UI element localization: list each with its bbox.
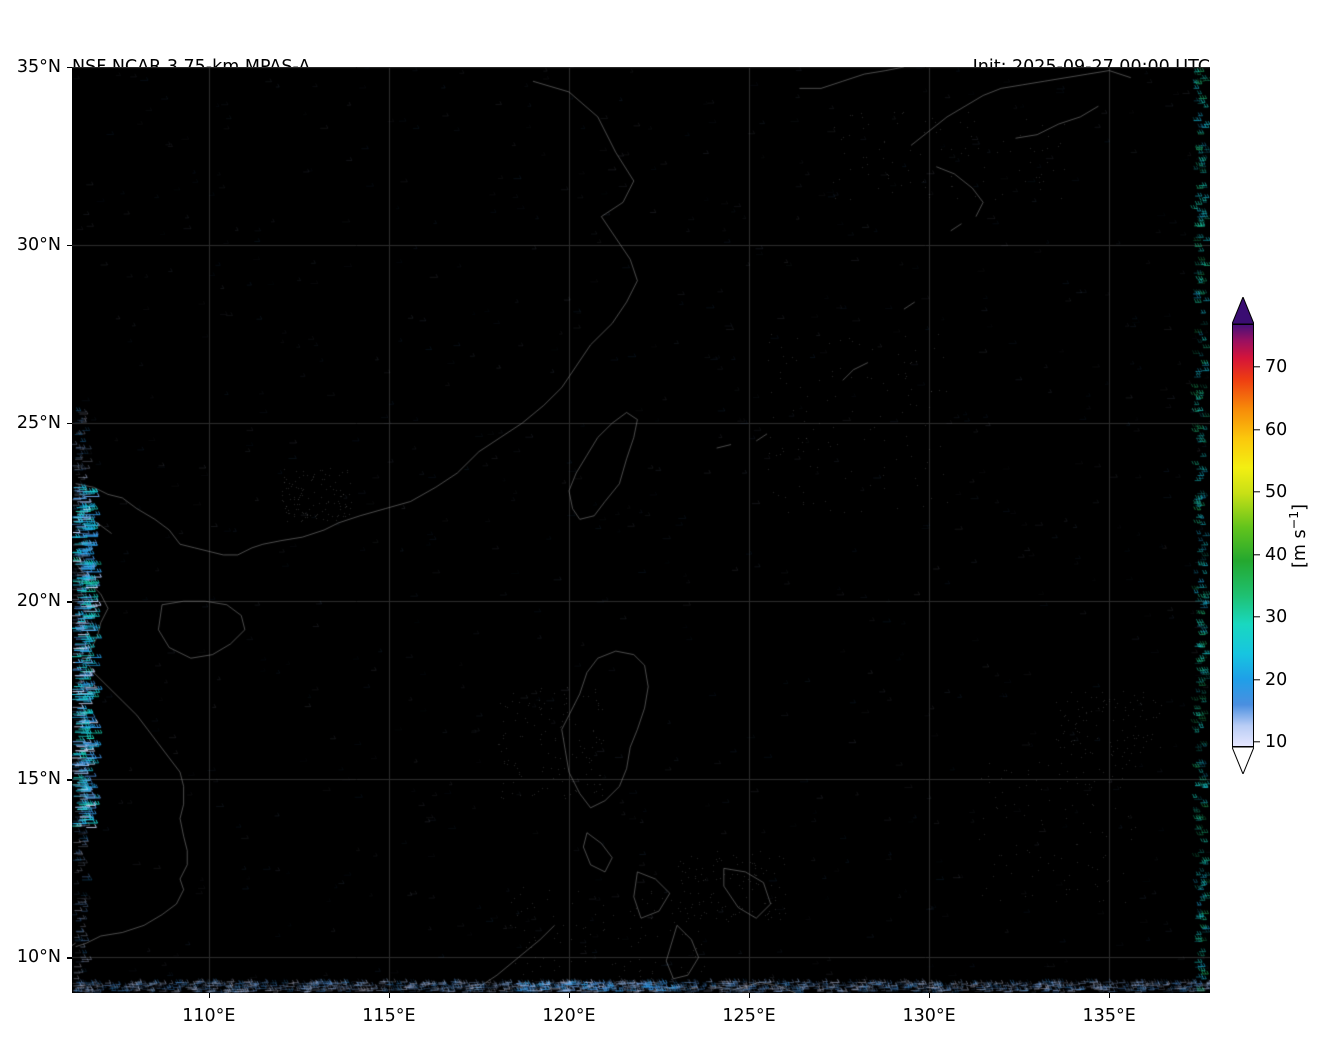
colorbar-tick-label: 30 <box>1265 607 1288 627</box>
lon-tick-label: 110°E <box>182 1006 236 1026</box>
colorbar-tick-mark <box>1254 553 1260 556</box>
lon-tick-mark <box>208 993 211 998</box>
map-plot-area[interactable] <box>72 67 1210 993</box>
colorbar-tick-mark <box>1254 428 1260 431</box>
lon-tick-mark <box>1109 993 1111 998</box>
colorbar-tick-mark <box>1254 366 1260 368</box>
lon-tick-label: 135°E <box>1082 1006 1136 1026</box>
colorbar-extend-top-arrow <box>1232 297 1254 324</box>
lat-tick-label: 25°N <box>16 413 61 434</box>
colorbar-tick-label: 70 <box>1265 357 1288 377</box>
lat-tick-label: 10°N <box>16 947 61 968</box>
lat-tick-label: 20°N <box>16 591 61 612</box>
lat-tick-label: 30°N <box>16 235 61 256</box>
lon-tick-label: 125°E <box>722 1006 776 1026</box>
colorbar-tick-label: 40 <box>1265 544 1288 565</box>
lon-tick-label: 120°E <box>542 1006 596 1026</box>
colorbar-tick-mark <box>1254 616 1260 618</box>
colorbar-tick-label: 50 <box>1265 482 1288 502</box>
colorbar-body <box>1232 324 1254 747</box>
colorbar-unit-label: [m s−1] <box>1286 504 1310 568</box>
lat-tick-label: 15°N <box>16 769 61 790</box>
lon-tick-mark <box>568 993 571 998</box>
lon-tick-label: 130°E <box>902 1006 956 1026</box>
lon-tick-mark <box>929 993 931 998</box>
colorbar-tick-mark <box>1254 741 1260 743</box>
colorbar-tick-label: 10 <box>1265 732 1288 752</box>
colorbar-tick-mark <box>1254 491 1260 493</box>
lon-tick-mark <box>749 993 751 998</box>
colorbar-extend-bottom-arrow <box>1232 747 1254 774</box>
lon-tick-mark <box>388 993 391 998</box>
lat-tick-label: 35°N <box>16 57 61 77</box>
colorbar-tick-mark <box>1254 678 1260 681</box>
colorbar[interactable] <box>1232 297 1254 774</box>
colorbar-tick-label: 60 <box>1265 419 1288 440</box>
lon-tick-label: 115°E <box>362 1006 416 1026</box>
colorbar-gradient <box>1232 324 1254 747</box>
colorbar-tick-label: 20 <box>1265 669 1288 690</box>
wind-field-canvas <box>72 67 1210 993</box>
